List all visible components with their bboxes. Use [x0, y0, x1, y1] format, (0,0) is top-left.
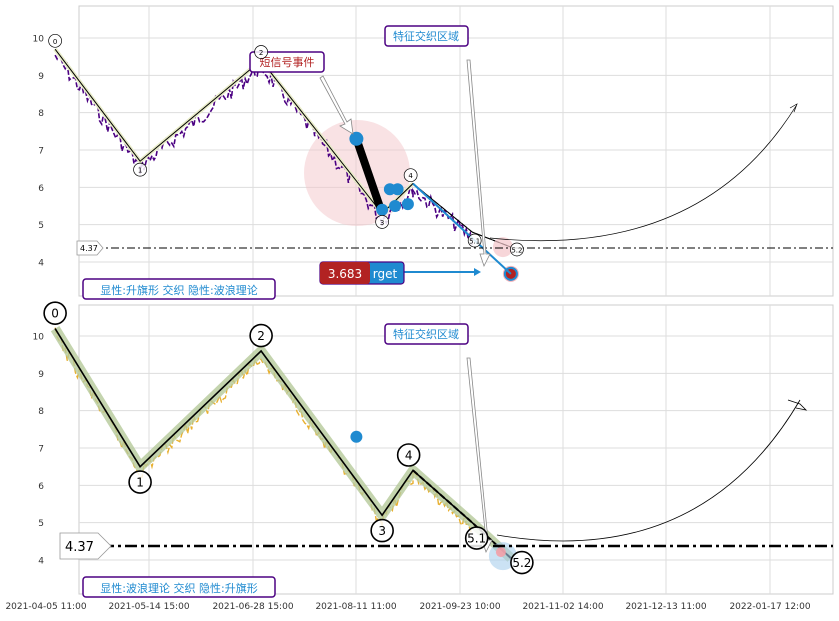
wave-label-5.2: 5.2 — [511, 246, 522, 254]
x-axis-labels: 2021-04-05 11:00 2021-05-14 15:00 2021-06-… — [5, 602, 810, 612]
wave-label-0: 0 — [53, 38, 57, 46]
threshold-tag-top: 4.37 — [76, 240, 104, 256]
wave-label-circle — [467, 233, 482, 248]
wave-label-1: 1 — [136, 476, 144, 490]
wave-label-circle — [249, 323, 273, 348]
signal-marker — [349, 131, 364, 146]
wave-label-0: 0 — [51, 307, 59, 321]
feature-zone-label-bottom: 特征交织区域 — [393, 327, 459, 341]
y-tick-label: 10 — [33, 333, 45, 343]
wave-label-circle — [128, 470, 152, 494]
x-tick-label: 2022-01-17 12:00 — [729, 602, 810, 612]
y-tick-label: 10 — [33, 35, 45, 45]
wave-label-circle — [464, 526, 489, 550]
signal-marker — [401, 198, 414, 211]
short-signal-box: 短信号事件 — [249, 51, 325, 73]
y-tick-label: 4 — [38, 557, 44, 567]
wave-label-circle — [43, 301, 67, 325]
y-tick-label: 7 — [38, 445, 44, 455]
endpoint-halo — [492, 237, 513, 258]
projection-arrowhead-top — [789, 103, 798, 113]
y-tick-label: 9 — [38, 370, 44, 380]
footer-box-bottom: 显性:波浪理论 交织 隐性:升旗形 — [82, 576, 276, 598]
wave-label-4: 4 — [405, 449, 413, 463]
short-signal-label: 短信号事件 — [260, 55, 315, 69]
wave-label-3: 3 — [380, 219, 384, 227]
wave-label-5.1: 5.1 — [467, 532, 486, 546]
target-arrowhead — [474, 268, 481, 276]
wave-labels: 0 1 2 3 4 5.1 5.2 0 1 2 3 4 5.1 5.2 — [43, 33, 534, 575]
y-tick-label: 6 — [38, 482, 44, 492]
target-path — [412, 182, 512, 275]
x-tick-label: 2021-05-14 15:00 — [108, 602, 189, 612]
x-tick-label: 2021-11-02 14:00 — [522, 602, 603, 612]
projection-curve-bottom — [496, 399, 801, 542]
y-tick-label: 6 — [38, 184, 44, 194]
projection-curve-top — [489, 105, 797, 241]
threshold-label-top: 4.37 — [80, 244, 98, 253]
threshold-tag-bottom: 4.37 — [59, 532, 112, 560]
wave-label-circle — [375, 215, 389, 229]
target-value-label: 3.683 — [328, 267, 362, 281]
projection-arrowhead-bottom — [787, 399, 808, 411]
y-tick-label: 4 — [38, 259, 44, 269]
y-tick-label: 8 — [38, 407, 44, 417]
signal-marker — [376, 203, 389, 216]
x-tick-label: 2021-06-28 15:00 — [212, 602, 293, 612]
short-signal-segment — [352, 137, 386, 215]
wave-label-circle — [403, 168, 418, 183]
wave-label-4: 4 — [408, 172, 413, 180]
wave-label-circle — [48, 33, 62, 48]
y-tick-label: 8 — [38, 109, 44, 119]
footer-label-top: 显性:升旗形 交织 隐性:波浪理论 — [100, 283, 257, 297]
bottom-panel-frame — [78, 304, 834, 595]
short-signal-arrow — [319, 75, 354, 135]
top-panel-frame — [78, 5, 834, 297]
signal-marker — [391, 183, 404, 196]
feature-zone-box-bottom: 特征交织区域 — [384, 323, 469, 345]
footer-box-top: 显性:升旗形 交织 隐性:波浪理论 — [82, 278, 276, 300]
wave-label-5.1: 5.1 — [469, 238, 480, 246]
feature-zone-label-top: 特征交织区域 — [393, 29, 459, 43]
wave-label-2: 2 — [259, 49, 263, 57]
signal-marker — [389, 200, 402, 213]
y-tick-label: 7 — [38, 147, 44, 157]
target-box: 3.683 rget — [319, 261, 405, 285]
wave-label-circle — [510, 550, 534, 575]
x-tick-label: 2021-04-05 11:00 — [5, 602, 86, 612]
wave-label-5.2: 5.2 — [512, 556, 531, 570]
wave-label-3: 3 — [378, 524, 386, 538]
y-tick-label: 9 — [38, 72, 44, 82]
signal-marker — [350, 430, 363, 443]
feature-zone-arrow-top — [466, 59, 491, 268]
wave-label-2: 2 — [257, 329, 265, 343]
wave-label-circle — [510, 242, 524, 257]
wave-label-circle — [370, 518, 394, 543]
x-tick-label: 2021-09-23 10:00 — [419, 602, 500, 612]
x-tick-label: 2021-08-11 11:00 — [315, 602, 396, 612]
threshold-label-bottom: 4.37 — [65, 540, 94, 555]
endpoint-dot — [495, 547, 506, 558]
wave-line — [54, 328, 512, 559]
y-tick-label: 5 — [38, 221, 44, 231]
wave-label-1: 1 — [138, 167, 142, 175]
feature-zone-box-top: 特征交织区域 — [384, 25, 469, 47]
y-tick-label: 5 — [38, 519, 44, 529]
x-tick-label: 2021-12-13 11:00 — [625, 602, 706, 612]
wave-label-circle — [254, 45, 268, 59]
footer-label-bottom: 显性:波浪理论 交织 隐性:升旗形 — [100, 581, 257, 595]
y-axis-labels: 4 5 6 7 8 9 10 4 5 6 7 8 9 10 — [33, 35, 45, 567]
target-text-label: rget — [373, 267, 398, 281]
wave-label-circle — [396, 443, 421, 467]
wave-label-circle — [133, 162, 147, 177]
bottom-grid — [79, 305, 833, 594]
